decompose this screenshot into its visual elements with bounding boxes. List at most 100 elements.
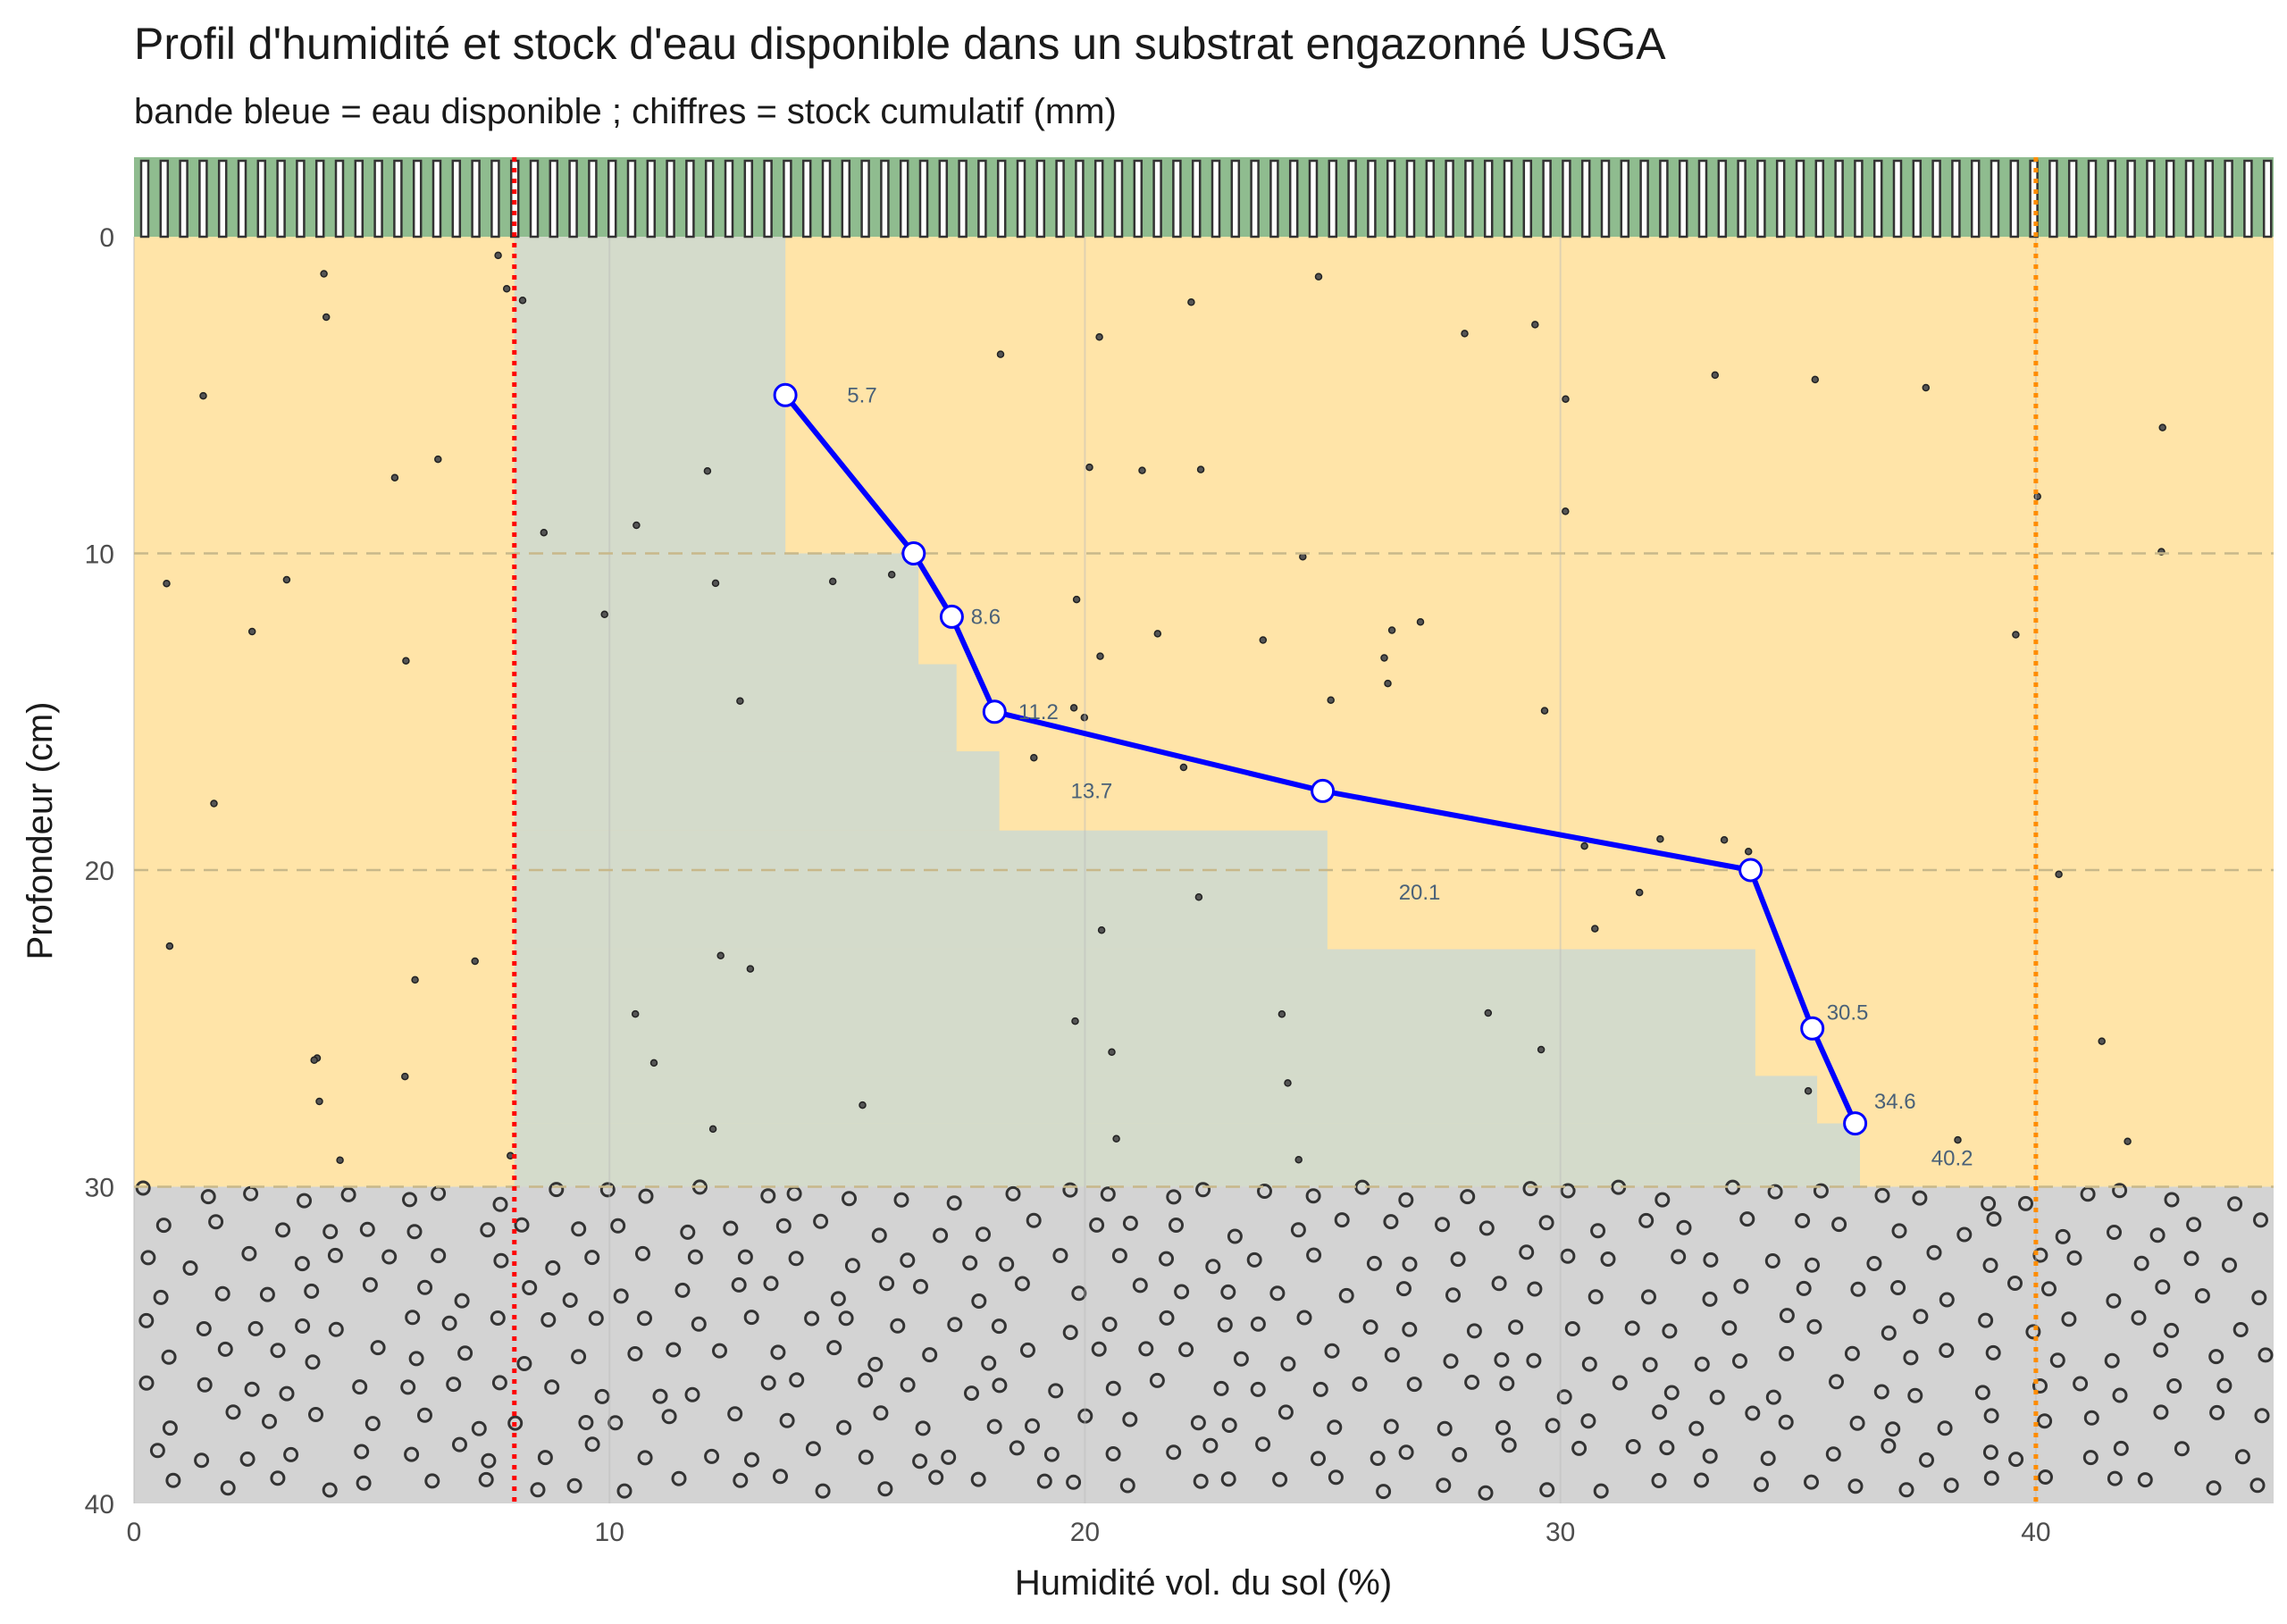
sand-dot (1380, 654, 1388, 662)
grass-blade (1678, 159, 1688, 239)
available-water-band (514, 237, 1860, 1187)
gravel-dot (599, 1182, 616, 1198)
gravel-dot (2055, 1228, 2071, 1244)
grass-blade (1756, 159, 1766, 239)
gravel-dot (922, 1347, 938, 1363)
gravel-dot (637, 1310, 652, 1327)
gravel-dot (1560, 1183, 1576, 1199)
gravel-dot (1983, 1470, 1999, 1486)
grass-blade (1152, 159, 1162, 239)
y-axis-title: Profondeur (cm) (21, 702, 60, 960)
grass-blade (899, 159, 909, 239)
gravel-dot (1269, 1285, 1286, 1302)
gravel-dot (1939, 1292, 1955, 1308)
gravel-dot (1227, 1228, 1243, 1244)
gravel-dot (981, 1355, 997, 1371)
gravel-dot (217, 1341, 233, 1357)
gravel-dot (2112, 1387, 2128, 1403)
gravel-dot (1220, 1471, 1236, 1487)
sand-dot (887, 571, 896, 579)
data-point (939, 604, 964, 629)
gravel-dot (1983, 1408, 1999, 1424)
y-tick-label: 10 (85, 540, 114, 570)
grass-blade (1639, 159, 1649, 239)
gravel-dot (1545, 1418, 1561, 1434)
sand-dot (736, 697, 744, 706)
gravel-dot (1943, 1478, 1959, 1494)
gravel-dot (1077, 1408, 1093, 1424)
gravel-dot (1538, 1215, 1554, 1231)
gravel-dot (661, 1409, 677, 1425)
gravel-dot (900, 1377, 916, 1393)
gravel-dot (991, 1318, 1007, 1335)
sand-dot (1562, 507, 1570, 515)
sand-dot (711, 579, 720, 588)
grass-blade (1308, 159, 1319, 239)
grass-blade (256, 159, 267, 239)
gravel-dot (743, 1310, 759, 1326)
gravel-dot (297, 1193, 312, 1209)
grass-blade (1269, 159, 1279, 239)
sand-dot (746, 965, 755, 973)
gravel-dot (1250, 1381, 1266, 1397)
gravel-dot (867, 1356, 884, 1372)
gravel-dot (2258, 1347, 2274, 1363)
sand-dot (494, 251, 502, 260)
gravel-dot (2222, 1257, 2237, 1273)
gravel-dot (1233, 1351, 1249, 1367)
gravel-dot (913, 1278, 928, 1294)
gravel-dot (1071, 1285, 1087, 1302)
grass-blade (2262, 159, 2273, 239)
grass-blade (2165, 159, 2175, 239)
gravel-dot (877, 1481, 893, 1497)
gravel-dot (323, 1224, 339, 1240)
gravel-dot (1850, 1281, 1866, 1297)
cumulative-label: 13.7 (1071, 779, 1113, 803)
x-tick-label: 30 (1546, 1518, 1575, 1547)
gravel-dot (879, 1276, 895, 1292)
gravel-dot (571, 1349, 587, 1365)
gravel-dot (1659, 1440, 1675, 1456)
gravel-dot (805, 1441, 821, 1457)
gravel-dot (1246, 1251, 1262, 1268)
sand-dot (1531, 321, 1539, 329)
gravel-dot (1874, 1187, 1890, 1203)
y-tick-label: 0 (99, 223, 114, 253)
gravel-dot (408, 1351, 424, 1367)
gravel-dot (1539, 1482, 1555, 1498)
gravel-dot (1694, 1472, 1709, 1488)
gravel-dot (1600, 1251, 1616, 1267)
gravel-dot (1352, 1376, 1368, 1392)
sand-dot (1804, 1087, 1813, 1095)
gravel-dot (1733, 1278, 1749, 1294)
gravel-dot (1556, 1389, 1572, 1405)
sand-dot (1080, 714, 1089, 722)
gravel-dot (294, 1256, 310, 1272)
gravel-dot (704, 1448, 720, 1464)
grass-blade (1872, 159, 1883, 239)
gravel-dot (1255, 1436, 1271, 1452)
gravel-zone (134, 1186, 2274, 1503)
gravel-dot (674, 1282, 691, 1298)
sand-dot (315, 1097, 323, 1106)
gravel-dot (2194, 1288, 2210, 1304)
sand-dot (1179, 763, 1188, 772)
gravel-dot (1891, 1223, 1907, 1239)
grass-blade (1600, 159, 1611, 239)
gravel-dot (1722, 1320, 1738, 1336)
sand-dot (1537, 1045, 1546, 1054)
gravel-dot (970, 1471, 986, 1487)
gravel-dot (1383, 1419, 1399, 1435)
gravel-dot (516, 1356, 532, 1371)
gravel-dot (1806, 1318, 1822, 1335)
gravel-dot (1745, 1405, 1761, 1421)
gravel-dot (1479, 1220, 1495, 1236)
sand-dot (1744, 847, 1753, 856)
gravel-dot (481, 1452, 497, 1469)
gravel-dot (999, 1256, 1015, 1272)
gravel-dot (635, 1245, 650, 1261)
grass-blade (783, 159, 792, 239)
gravel-dot (208, 1214, 224, 1230)
gravel-dot (2149, 1227, 2166, 1243)
gravel-dot (1435, 1217, 1450, 1233)
